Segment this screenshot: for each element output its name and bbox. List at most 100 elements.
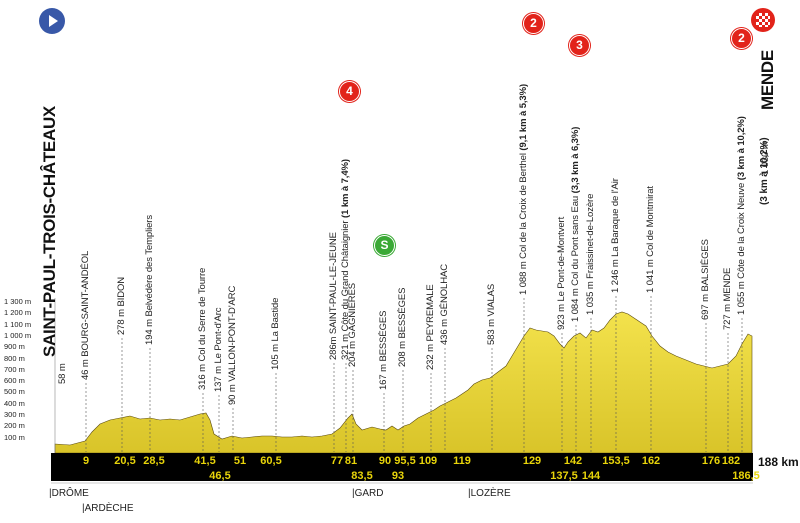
waypoint-name: VIALAS xyxy=(486,283,497,317)
km-label-lower: 93 xyxy=(391,470,405,482)
waypoint-label: 204 m GAGNIÈRES xyxy=(347,283,358,367)
waypoint-label: 727 m MENDE xyxy=(722,268,733,330)
waypoint-name: SAINT-PAUL-LE-JEUNE xyxy=(328,232,339,335)
waypoint-altitude: 278 m xyxy=(116,309,127,335)
km-label: 77 xyxy=(330,455,344,467)
waypoint-name: Fraissinet-de-Lozère xyxy=(585,193,596,279)
altitude-tick: 200 m xyxy=(4,421,25,431)
waypoint-altitude: 46 m xyxy=(80,359,91,380)
waypoint-name: BESSÈGES xyxy=(378,310,389,362)
km-label-lower: 137,5 xyxy=(550,470,578,482)
waypoint-name: Côte de la Croix Neuve xyxy=(736,182,747,279)
waypoint-label: 194 m Belvédère des Templiers xyxy=(144,215,155,345)
km-label: 182 xyxy=(721,455,741,467)
region-ardeche: |ARDÈCHE xyxy=(82,503,134,514)
km-label: 28,5 xyxy=(143,455,165,467)
km-label: 109 xyxy=(418,455,438,467)
waypoint-altitude: 1 055 m xyxy=(736,281,747,315)
km-label: 51 xyxy=(233,455,247,467)
altitude-tick: 1 000 m xyxy=(4,330,32,340)
start-altitude: 58 m xyxy=(57,363,68,384)
waypoint-altitude: 167 m xyxy=(378,364,389,390)
km-label-lower: 46,5 xyxy=(209,470,231,482)
waypoint-climb: (9,1 km à 5,3%) xyxy=(518,83,529,151)
altitude-tick: 400 m xyxy=(4,398,25,408)
waypoint-name: La Bastide xyxy=(270,297,281,342)
waypoint-label: 436 m GÉNOLHAC xyxy=(439,264,450,345)
km-label: 90 xyxy=(378,455,392,467)
waypoint-name: Col du Pont sans Eau xyxy=(570,195,581,286)
climb-badge-cat2-final: 2 xyxy=(731,28,752,49)
km-label: 119 xyxy=(453,455,471,467)
waypoint-label: 105 m La Bastide xyxy=(270,298,281,370)
waypoint-label: 208 m BESSÈGES xyxy=(397,288,408,367)
altitude-tick: 700 m xyxy=(4,364,25,374)
waypoint-label: 583 m VIALAS xyxy=(486,284,497,345)
km-label: 153,5 xyxy=(602,455,630,467)
altitude-tick: 600 m xyxy=(4,376,25,386)
waypoint-climb: (3 km à 10,2%) xyxy=(736,116,747,181)
waypoint-altitude: 204 m xyxy=(347,341,358,367)
waypoint-label: 1 246 m La Baraque de l'Air xyxy=(610,178,621,293)
waypoint-altitude: 316 m xyxy=(197,364,208,390)
waypoint-name: MENDE xyxy=(722,267,733,302)
checkered-flag-icon xyxy=(751,8,775,32)
waypoint-altitude: 697 m xyxy=(700,294,711,320)
waypoint-name: BIDON xyxy=(116,276,127,307)
waypoint-name: Le Pont-d'Arc xyxy=(213,307,224,364)
waypoint-altitude: 137 m xyxy=(213,366,224,392)
waypoint-label: 278 m BIDON xyxy=(116,277,127,335)
waypoint-name: GAGNIÈRES xyxy=(347,282,358,339)
km-label-lower: 186,5 xyxy=(732,470,760,482)
waypoint-altitude: 1 088 m xyxy=(518,261,529,295)
km-label: 41,5 xyxy=(194,455,216,467)
waypoint-altitude: 923 m xyxy=(556,304,567,330)
waypoint-altitude: 208 m xyxy=(397,341,408,367)
km-label: 81 xyxy=(344,455,358,467)
waypoint-name: PEYREMALE xyxy=(425,284,436,342)
km-label-lower: 144 xyxy=(581,470,601,482)
waypoint-label: 167 m BESSÈGES xyxy=(378,311,389,390)
climb-badge-cat2: 2 xyxy=(523,13,544,34)
waypoint-label: 316 m Col du Serre de Tourre xyxy=(197,268,208,390)
km-label: 142 xyxy=(563,455,583,467)
waypoint-name: BESSÈGES xyxy=(397,287,408,339)
waypoint-altitude: 105 m xyxy=(270,344,281,370)
waypoint-name: Col du Serre de Tourre xyxy=(197,267,208,362)
altitude-tick: 1 100 m xyxy=(4,319,32,329)
waypoint-label: 923 m Le Pont-de-Montvert xyxy=(556,217,567,330)
finish-name: MENDE xyxy=(758,50,777,110)
km-label-lower: 83,5 xyxy=(351,470,373,482)
altitude-tick: 900 m xyxy=(4,342,25,352)
start-name: SAINT-PAUL-TROIS-CHÂTEAUX xyxy=(40,106,59,357)
waypoint-climb: (3,3 km à 6,3%) xyxy=(570,126,581,194)
km-label: 162 xyxy=(641,455,661,467)
altitude-tick: 300 m xyxy=(4,410,25,419)
waypoint-name: GÉNOLHAC xyxy=(439,264,450,317)
altitude-tick: 500 m xyxy=(4,387,25,397)
climb-badge-cat3: 3 xyxy=(569,35,590,56)
waypoint-label: 46 m BOURG-SAINT-ANDÉOL xyxy=(80,251,91,380)
region-drome: |DRÔME xyxy=(49,488,89,499)
waypoint-climb: (1 km à 7,4%) xyxy=(340,159,351,218)
altitude-tick: 1 300 m xyxy=(4,297,32,306)
km-label: 176 xyxy=(701,455,721,467)
waypoint-altitude: 727 m xyxy=(722,304,733,330)
waypoint-label: 232 m PEYREMALE xyxy=(425,284,436,370)
km-label: 95,5 xyxy=(394,455,416,467)
altitude-tick: 100 m xyxy=(4,432,25,442)
waypoint-name: Le Pont-de-Montvert xyxy=(556,216,567,302)
waypoint-label: 137 m Le Pont-d'Arc xyxy=(213,308,224,392)
km-label: 60,5 xyxy=(260,455,282,467)
waypoint-label: 90 m VALLON-PONT-D'ARC xyxy=(227,286,238,405)
waypoint-altitude: 90 m xyxy=(227,384,238,405)
km-label: 20,5 xyxy=(114,455,136,467)
waypoint-name: Col de Montmirat xyxy=(645,186,656,257)
climb-badge-cat4: 4 xyxy=(339,81,360,102)
waypoint-label: 1 084 m Col du Pont sans Eau (3,3 km à 6… xyxy=(570,127,581,322)
km-start: 0 xyxy=(38,455,46,467)
waypoint-name: BALSIÈGES xyxy=(700,239,711,292)
waypoint-altitude: 1 041 m xyxy=(645,259,656,293)
finish-altitude: 1 030 m xyxy=(760,141,771,175)
region-gard: |GARD xyxy=(352,488,384,499)
